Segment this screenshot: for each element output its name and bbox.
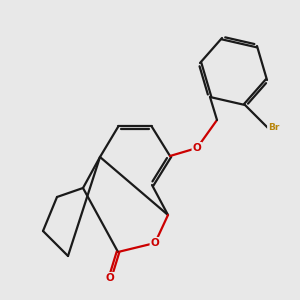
Text: O: O	[151, 238, 159, 248]
Text: O: O	[193, 143, 201, 153]
Text: O: O	[106, 273, 114, 283]
Text: Br: Br	[268, 124, 279, 133]
